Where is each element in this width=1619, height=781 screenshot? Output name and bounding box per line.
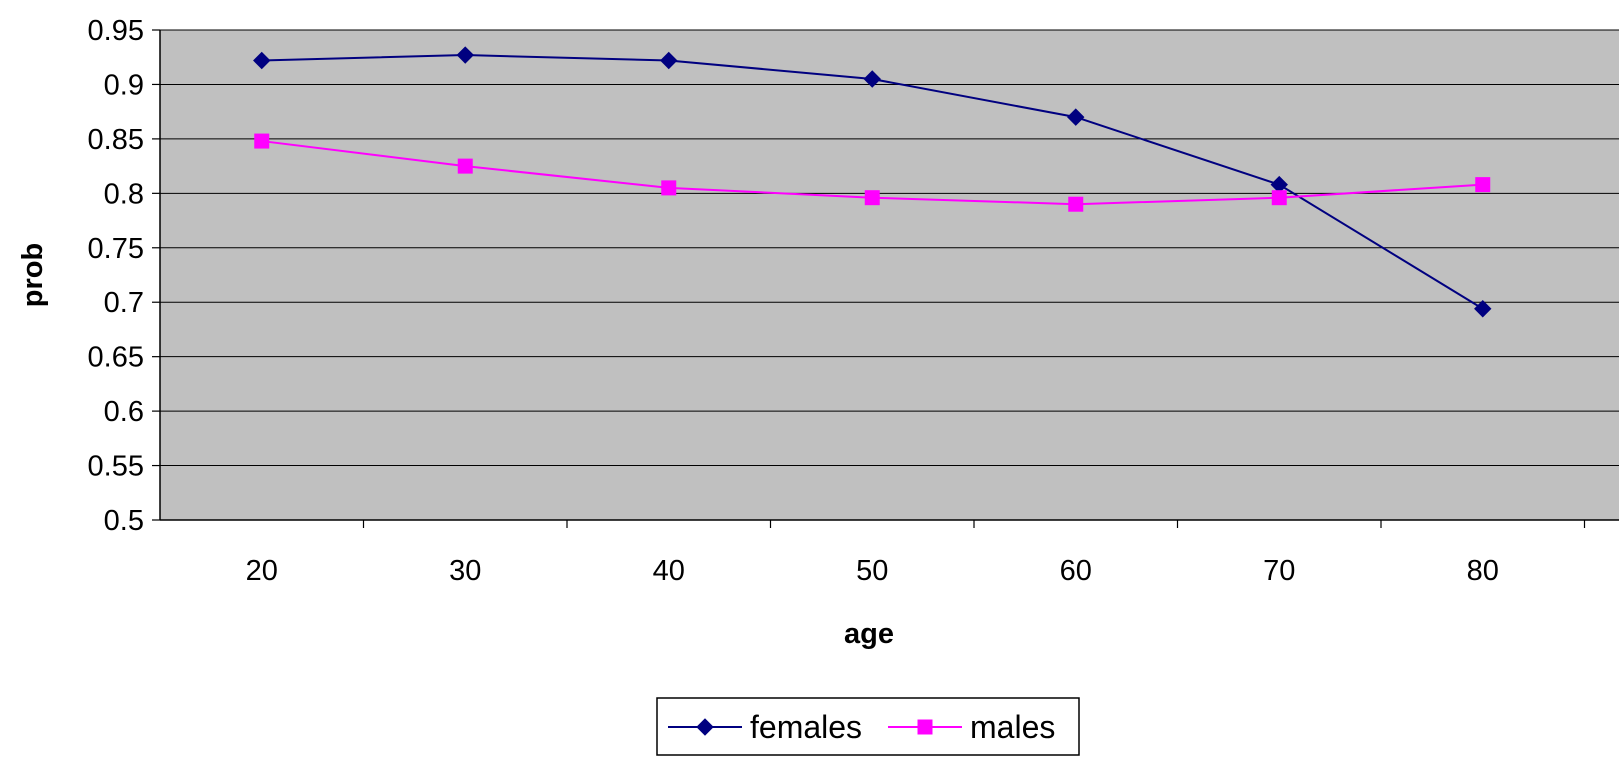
data-point-males — [457, 158, 473, 174]
data-point-females — [660, 51, 678, 70]
legend-item-males: males — [888, 709, 1055, 745]
legend-label-females: females — [750, 709, 862, 745]
data-point-males — [1475, 177, 1491, 193]
y-tick-label: 0.8 — [104, 178, 144, 210]
data-point-females — [863, 70, 881, 88]
data-point-females — [456, 46, 474, 64]
data-point-females — [1067, 108, 1085, 126]
x-axis-tick-labels: 20 30 40 50 60 70 80 — [246, 555, 1499, 587]
y-tick-label: 0.85 — [88, 124, 144, 156]
data-point-males — [254, 133, 270, 149]
y-tick-label: 0.55 — [88, 451, 144, 483]
plot-area — [160, 30, 1619, 520]
y-tick-label: 0.5 — [104, 505, 144, 537]
data-point-females — [1474, 300, 1492, 318]
legend-marker-females — [696, 718, 714, 736]
gridlines — [160, 29, 1619, 467]
x-tick-label: 50 — [856, 555, 888, 587]
y-tick-label: 0.9 — [104, 69, 144, 101]
legend-label-males: males — [970, 709, 1055, 745]
x-tick-label: 80 — [1467, 555, 1499, 587]
y-axis-tick-labels: 0.5 0.55 0.6 0.65 0.7 0.75 0.8 0.85 0.9 0.95 — [88, 15, 144, 537]
x-tick-label: 30 — [449, 555, 481, 587]
series-layer — [253, 46, 1492, 318]
y-tick-label: 0.6 — [104, 396, 144, 428]
data-point-males — [1271, 190, 1287, 206]
data-point-females — [253, 51, 271, 70]
legend: females males — [656, 697, 1080, 756]
x-tick-label: 60 — [1060, 555, 1092, 587]
data-point-males — [864, 190, 880, 206]
x-tick-label: 70 — [1263, 555, 1295, 587]
x-tick-label: 40 — [653, 555, 685, 587]
y-axis-title: prob — [17, 243, 49, 307]
y-tick-label: 0.65 — [88, 342, 144, 374]
legend-items: females males — [668, 709, 1055, 745]
data-point-males — [1068, 196, 1084, 212]
legend-marker-males — [917, 719, 933, 735]
x-tick-label: 20 — [246, 555, 278, 587]
axes — [152, 29, 1619, 528]
data-point-males — [661, 180, 677, 196]
series-females — [253, 46, 1492, 318]
x-axis-title: age — [844, 618, 894, 650]
y-tick-label: 0.95 — [88, 15, 144, 47]
y-tick-label: 0.75 — [88, 233, 144, 265]
series-males — [254, 133, 1491, 212]
legend-item-females: females — [668, 709, 862, 745]
y-tick-label: 0.7 — [104, 287, 144, 319]
